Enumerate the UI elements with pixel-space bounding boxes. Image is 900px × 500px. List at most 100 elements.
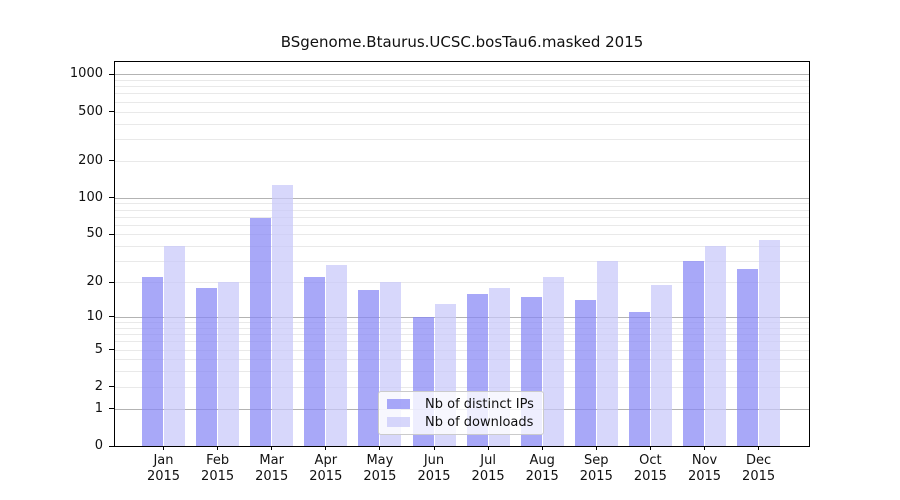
major-gridline	[115, 197, 809, 199]
y-tick-mark	[109, 160, 114, 162]
x-tick-mark	[433, 446, 435, 450]
bar-distinct-ips-mar	[250, 218, 272, 446]
minor-gridline	[115, 327, 809, 329]
x-tick-label: Aug 2015	[514, 453, 570, 485]
x-tick-month: Dec	[746, 453, 772, 468]
minor-gridline	[115, 101, 809, 103]
chart-title: BSgenome.Btaurus.UCSC.bosTau6.masked 201…	[280, 33, 644, 51]
x-tick-mark	[271, 446, 273, 450]
x-tick-month: Oct	[639, 453, 662, 468]
y-tick-label: 50	[86, 226, 103, 242]
bar-distinct-ips-may	[358, 290, 380, 446]
bar-downloads-nov	[705, 246, 726, 446]
bar-distinct-ips-apr	[304, 277, 326, 446]
bar-downloads-sep	[596, 261, 618, 446]
bar-downloads-dec	[759, 240, 781, 446]
x-tick-year: 2015	[687, 469, 722, 484]
x-tick-month: Nov	[691, 453, 718, 468]
y-tick-mark	[109, 73, 114, 75]
minor-gridline	[115, 203, 809, 205]
y-tick-label: 10	[86, 308, 103, 324]
x-tick-year: 2015	[363, 469, 397, 484]
x-tick-label: Dec 2015	[731, 453, 787, 485]
y-tick-mark	[109, 408, 114, 410]
y-tick-mark	[109, 445, 114, 447]
y-tick-label: 500	[78, 103, 103, 119]
x-tick-month: Sep	[584, 453, 609, 468]
x-tick-year: 2015	[417, 469, 451, 484]
minor-gridline	[115, 86, 809, 88]
minor-gridline	[115, 234, 809, 236]
x-tick-label: Jul 2015	[460, 453, 516, 485]
bar-distinct-ips-jan	[142, 277, 163, 446]
x-tick-label: Jan 2015	[136, 453, 192, 485]
x-tick-year: 2015	[742, 469, 776, 484]
x-tick-mark	[704, 446, 705, 450]
x-tick-year: 2015	[525, 469, 559, 484]
y-tick-label: 1000	[69, 66, 103, 82]
minor-gridline	[115, 341, 809, 343]
x-tick-label: Sep 2015	[568, 453, 624, 485]
legend-row-distinct-ips: Nb of distinct IPs	[387, 396, 543, 412]
y-tick-label: 100	[78, 189, 103, 205]
minor-gridline	[115, 123, 809, 125]
y-tick-mark	[109, 281, 114, 283]
x-tick-month: Jul	[480, 453, 496, 468]
legend-label-distinct-ips: Nb of distinct IPs	[425, 396, 534, 412]
x-tick-year: 2015	[146, 469, 181, 484]
x-tick-month: Apr	[314, 453, 338, 468]
minor-gridline	[115, 371, 809, 373]
bar-downloads-apr	[326, 264, 348, 446]
x-tick-mark	[325, 446, 327, 450]
x-tick-mark	[649, 446, 651, 450]
major-gridline	[115, 316, 809, 318]
y-tick-mark	[109, 349, 114, 351]
x-tick-month: Mar	[259, 453, 284, 468]
x-tick-mark	[758, 446, 760, 450]
legend: Nb of distinct IPs Nb of downloads	[378, 391, 544, 435]
x-tick-month: Jun	[423, 453, 445, 468]
x-tick-label: May 2015	[352, 453, 408, 485]
x-tick-month: May	[366, 453, 394, 468]
y-tick-mark	[109, 386, 114, 388]
bar-downloads-jan	[164, 246, 185, 446]
minor-gridline	[115, 138, 809, 140]
bar-distinct-ips-dec	[737, 268, 759, 446]
x-tick-mark	[217, 446, 219, 450]
minor-gridline	[115, 261, 809, 263]
x-tick-label: Jun 2015	[406, 453, 462, 485]
y-tick-mark	[109, 111, 114, 113]
x-tick-year: 2015	[633, 469, 667, 484]
bar-distinct-ips-feb	[196, 287, 218, 446]
bar-downloads-oct	[650, 284, 672, 446]
minor-gridline	[115, 359, 809, 361]
x-tick-year: 2015	[255, 469, 289, 484]
x-tick-year: 2015	[579, 469, 613, 484]
y-tick-mark	[109, 316, 114, 318]
legend-swatch-downloads	[387, 417, 410, 427]
x-tick-year: 2015	[309, 469, 343, 484]
x-tick-year: 2015	[471, 469, 505, 484]
bar-distinct-ips-nov	[683, 261, 704, 446]
minor-gridline	[115, 386, 809, 388]
bar-downloads-aug	[542, 277, 564, 446]
y-tick-mark	[109, 197, 114, 199]
x-tick-mark	[541, 446, 543, 450]
minor-gridline	[115, 111, 809, 113]
bar-downloads-feb	[218, 282, 240, 446]
x-tick-label: Oct 2015	[622, 453, 678, 485]
x-tick-month: Aug	[529, 453, 555, 468]
x-tick-label: Feb 2015	[190, 453, 246, 485]
plot-area	[114, 61, 810, 447]
x-tick-label: Nov 2015	[677, 453, 733, 485]
legend-swatch-distinct-ips	[387, 399, 410, 409]
y-tick-label: 1	[94, 400, 103, 416]
bar-downloads-mar	[272, 184, 294, 446]
minor-gridline	[115, 209, 809, 211]
major-gridline	[115, 74, 809, 76]
x-tick-mark	[487, 446, 489, 450]
minor-gridline	[115, 322, 809, 324]
y-tick-label: 20	[86, 274, 103, 290]
x-tick-label: Mar 2015	[244, 453, 300, 485]
minor-gridline	[115, 349, 809, 351]
